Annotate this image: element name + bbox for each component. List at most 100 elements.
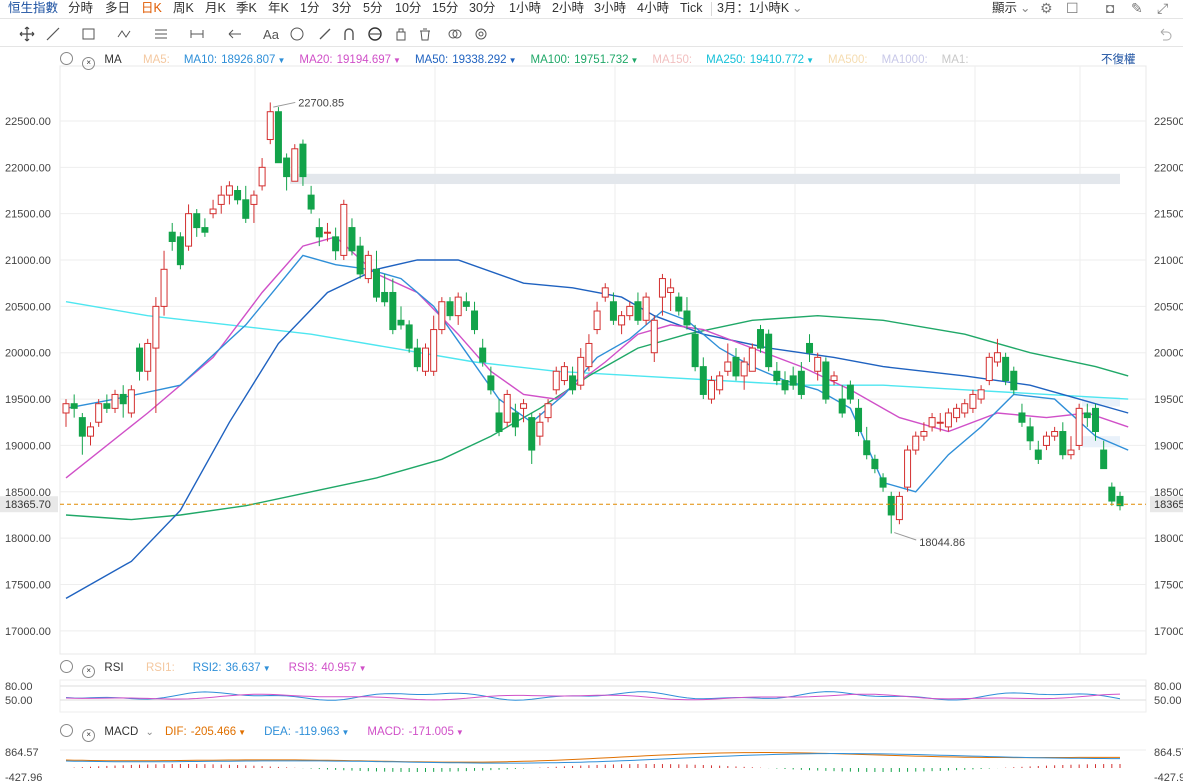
gear-icon[interactable]: ⚙ [1040, 0, 1053, 16]
timeframe-tab[interactable]: 月K [205, 1, 226, 15]
candle-body [789, 375, 797, 386]
timeframe-tab[interactable]: 30分 [469, 1, 496, 15]
legend-item[interactable]: RSI2: 36.637 ▼ [193, 662, 271, 674]
legend-item[interactable]: MA150: [652, 54, 692, 66]
rsi-values: RSI1: RSI2: 36.637 ▼ RSI3: 40.957 ▼ [146, 660, 385, 676]
timeframe-tab[interactable]: 4小時 [637, 1, 669, 15]
chevron-down-icon[interactable]: ▼ [455, 728, 464, 737]
rect-draw-icon[interactable] [80, 25, 98, 43]
settings-icon[interactable] [472, 25, 490, 43]
line-draw-icon[interactable] [44, 25, 62, 43]
legend-item[interactable]: MA50: 19338.292 ▼ [415, 54, 517, 66]
legend-item[interactable]: MA1: [942, 54, 969, 66]
candle-body [389, 291, 397, 331]
ma-values: MA5: MA10: 18926.807 ▼ MA20: 19194.697 ▼ MA50: 1… [143, 52, 983, 68]
rsi-tick-label: 50.00 [1154, 695, 1182, 707]
candle-body [1002, 356, 1010, 382]
timeframe-tab[interactable]: 周K [173, 1, 194, 15]
chevron-down-icon[interactable]: ▼ [630, 56, 639, 65]
timeframe-tab[interactable]: 2小時 [552, 1, 584, 15]
measure-icon[interactable] [188, 25, 206, 43]
chevron-down-icon[interactable]: ⌄ [1020, 1, 1031, 15]
timeframe-tab[interactable]: 15分 [432, 1, 459, 15]
legend-item[interactable]: RSI3: 40.957 ▼ [289, 662, 367, 674]
camera-icon[interactable]: ◘ [1106, 0, 1115, 16]
candle-body [356, 245, 364, 275]
text-icon[interactable]: Aa [263, 26, 279, 42]
legend-item[interactable]: DEA: -119.963 ▼ [264, 726, 349, 738]
candle-body [830, 375, 838, 382]
candle-body [797, 370, 805, 395]
candle-body [520, 403, 528, 409]
timeframe-tab[interactable]: 1分 [300, 1, 320, 15]
link-icon[interactable] [446, 25, 464, 43]
candle-body [307, 194, 315, 210]
checkbox-icon[interactable]: ☐ [1066, 0, 1079, 16]
zone-box [1082, 436, 1120, 448]
chevron-down-icon[interactable]: ▼ [277, 56, 286, 65]
emoji-icon[interactable] [288, 25, 306, 43]
chevron-down-icon[interactable]: ▼ [393, 56, 401, 65]
expand-icon[interactable]: ⤢ [1157, 0, 1169, 16]
legend-item[interactable]: MA5: [143, 54, 170, 66]
timeframe-tab[interactable]: 分時 [68, 1, 94, 15]
legend-item[interactable]: MA1000: [882, 54, 928, 66]
lock-draw-icon[interactable] [366, 25, 384, 43]
legend-item[interactable]: MA500: [828, 54, 868, 66]
trash-icon[interactable] [416, 25, 434, 43]
timeframe-tab[interactable]: 年K [268, 1, 289, 15]
y-tick-label: 18000.00 [5, 533, 51, 545]
display-menu[interactable]: 顯示 [992, 1, 1018, 15]
chevron-down-icon[interactable]: ▼ [806, 56, 814, 65]
move-icon[interactable] [18, 25, 36, 43]
legend-item[interactable]: MA100: 19751.732 ▼ [530, 54, 638, 66]
chevron-down-icon[interactable]: ▼ [358, 664, 367, 673]
ma-label: MA [104, 54, 122, 66]
legend-item[interactable]: MACD: -171.005 ▼ [367, 726, 463, 738]
legend-item[interactable]: DIF: -205.466 ▼ [165, 726, 246, 738]
chevron-down-icon[interactable]: ▼ [238, 728, 247, 737]
gear-icon[interactable] [60, 724, 73, 737]
candle-body [846, 384, 854, 400]
timeframe-tab[interactable]: Tick [680, 1, 703, 15]
candle-body [765, 333, 773, 368]
timeframe-tab[interactable]: 10分 [395, 1, 422, 15]
chevron-down-icon[interactable]: ▼ [508, 56, 517, 65]
timeframe-tab[interactable]: 5分 [363, 1, 383, 15]
legend-item[interactable]: MA250: 19410.772 ▼ [706, 54, 814, 66]
chevron-down-icon[interactable]: ▼ [341, 728, 350, 737]
chevron-down-icon[interactable]: ▼ [262, 664, 271, 673]
period-select[interactable]: 3月：1小時K [717, 1, 790, 15]
last-price-tag [0, 496, 58, 513]
y-tick-label: 17000.00 [5, 626, 51, 638]
timeframe-tab[interactable]: 多日 [105, 1, 131, 15]
undo-icon[interactable] [1156, 25, 1174, 43]
timeframe-tab[interactable]: 季K [236, 1, 257, 15]
pencil-icon[interactable] [316, 25, 334, 43]
candle-body [838, 398, 846, 414]
adjust-select[interactable]: 不復權 [1101, 54, 1136, 66]
legend-item[interactable]: RSI1: [146, 662, 175, 674]
symbol-title[interactable]: 恒生指數 [8, 1, 59, 15]
candle-body [1108, 486, 1116, 502]
candle-body [724, 361, 732, 372]
chevron-down-icon[interactable]: ⌄ [792, 1, 803, 15]
gear-icon[interactable] [60, 660, 73, 673]
timeframe-tab[interactable]: 1小時 [509, 1, 541, 15]
last-price-label: 18365.70 [1154, 499, 1183, 511]
back-arrow-icon[interactable] [226, 25, 244, 43]
timeframe-tab[interactable]: 3小時 [594, 1, 626, 15]
wave-draw-icon[interactable] [116, 25, 134, 43]
magnet-icon[interactable] [340, 25, 358, 43]
timeframe-tab[interactable]: 日K [141, 1, 162, 15]
legend-item[interactable]: MA10: 18926.807 ▼ [184, 54, 286, 66]
fib-icon[interactable] [152, 25, 170, 43]
timeframe-tab[interactable]: 3分 [332, 1, 352, 15]
visibility-icon[interactable] [392, 25, 410, 43]
pencil-icon[interactable]: ✎ [1131, 0, 1143, 16]
legend-item[interactable]: MA20: 19194.697 ▼ [299, 54, 401, 66]
gear-icon[interactable] [60, 52, 73, 65]
candle-body [397, 319, 405, 326]
chevron-down-icon[interactable]: ⌄ [145, 727, 154, 738]
